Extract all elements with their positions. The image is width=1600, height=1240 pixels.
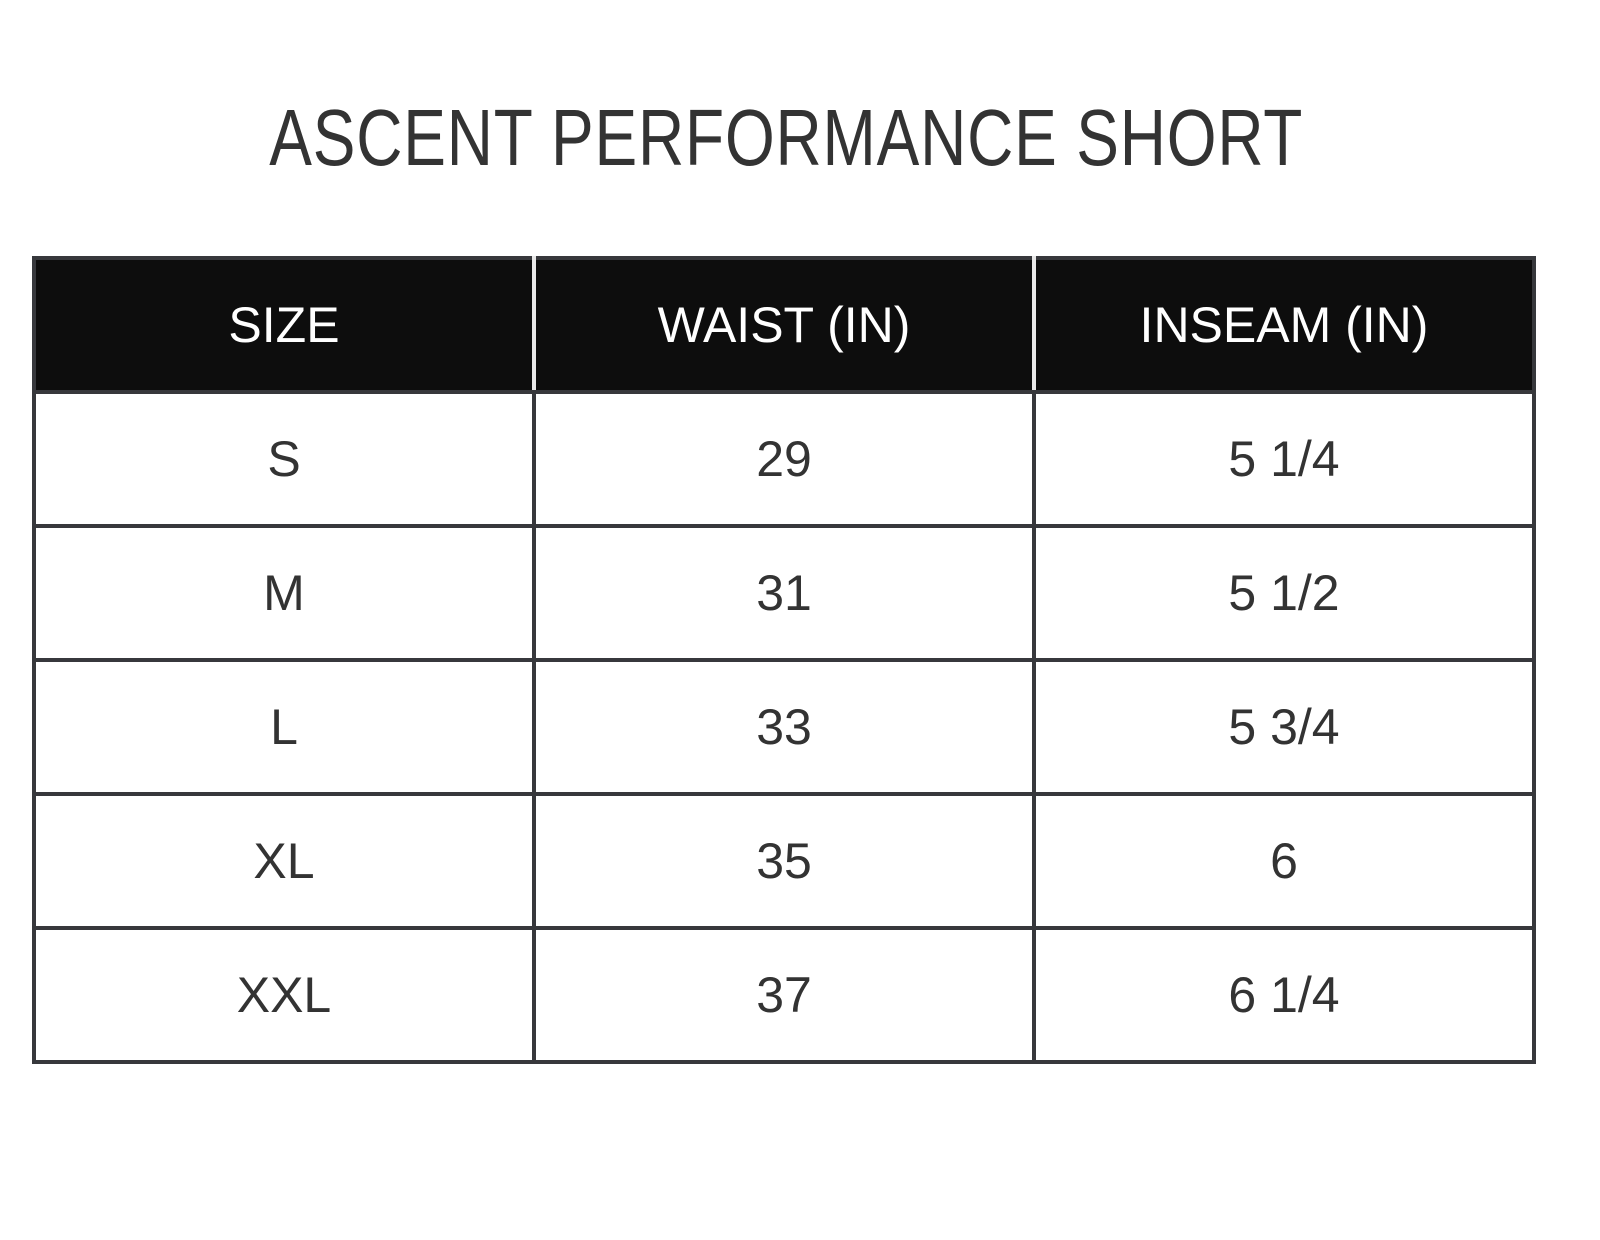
size-cell: L [32, 658, 536, 796]
waist-cell: 37 [532, 926, 1036, 1064]
size-cell: XXL [32, 926, 536, 1064]
size-cell: XL [32, 792, 536, 930]
table-row: XXL 37 6 1/4 [32, 926, 1536, 1064]
title-text: ASCENT PERFORMANCE SHORT [269, 93, 1303, 182]
size-cell: S [32, 390, 536, 528]
table-row: S 29 5 1/4 [32, 390, 1536, 528]
header-waist: WAIST (IN) [532, 256, 1036, 394]
waist-cell: 31 [532, 524, 1036, 662]
inseam-cell: 5 3/4 [1032, 658, 1536, 796]
inseam-cell: 5 1/2 [1032, 524, 1536, 662]
table-row: L 33 5 3/4 [32, 658, 1536, 796]
waist-cell: 35 [532, 792, 1036, 930]
size-chart-table: SIZE WAIST (IN) INSEAM (IN) S 29 5 1/4 M… [32, 256, 1536, 1064]
size-cell: M [32, 524, 536, 662]
waist-cell: 33 [532, 658, 1036, 796]
header-row: SIZE WAIST (IN) INSEAM (IN) [32, 256, 1536, 394]
waist-cell: 29 [532, 390, 1036, 528]
header-size: SIZE [32, 256, 536, 394]
table-row: M 31 5 1/2 [32, 524, 1536, 662]
inseam-cell: 6 [1032, 792, 1536, 930]
inseam-cell: 5 1/4 [1032, 390, 1536, 528]
page-title: ASCENT PERFORMANCE SHORT [0, 92, 1572, 184]
table-row: XL 35 6 [32, 792, 1536, 930]
header-inseam: INSEAM (IN) [1032, 256, 1536, 394]
inseam-cell: 6 1/4 [1032, 926, 1536, 1064]
